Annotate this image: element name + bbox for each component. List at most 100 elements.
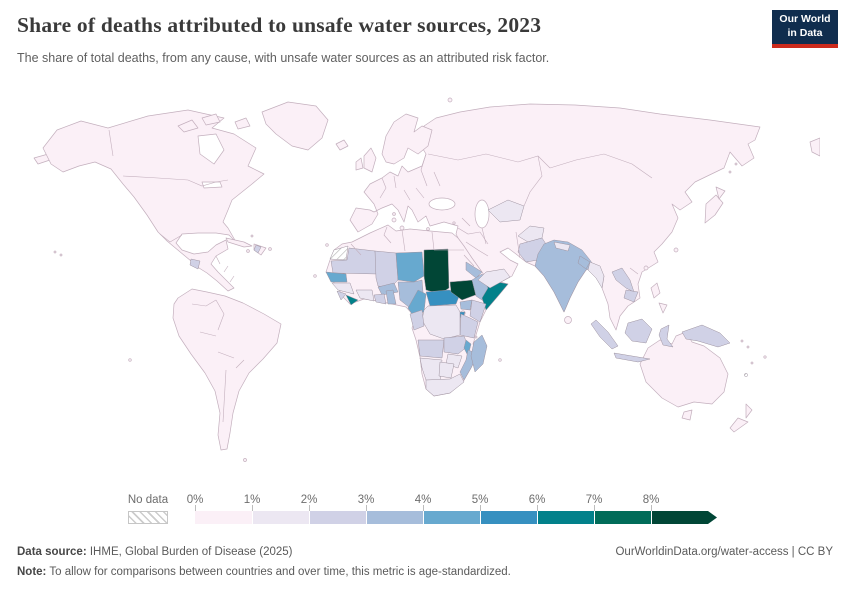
- country-haiti[interactable]: [254, 245, 261, 253]
- country-guatemala[interactable]: [190, 259, 200, 269]
- landmass-cyprus[interactable]: [452, 221, 456, 225]
- legend-bin-5–6%[interactable]: [480, 511, 537, 524]
- landmass-fiji[interactable]: [763, 355, 767, 359]
- landmass-hainan[interactable]: [643, 265, 649, 271]
- country-bangladesh[interactable]: [578, 256, 590, 269]
- country-new-caledonia[interactable]: [744, 373, 748, 377]
- owid-logo[interactable]: Our World in Data: [772, 10, 838, 48]
- landmass-hawaii-2[interactable]: [59, 253, 63, 257]
- landmass-south-america[interactable]: [173, 289, 281, 450]
- country-sierra-leone[interactable]: [337, 291, 346, 300]
- country-myanmar[interactable]: [588, 262, 604, 288]
- country-turkmenistan-uzbekistan[interactable]: [488, 200, 524, 222]
- country-border-line-1: [109, 130, 113, 156]
- legend-bin-0–1%[interactable]: [195, 511, 252, 524]
- landmass-corsica[interactable]: [392, 212, 396, 216]
- landmass-solomons-1[interactable]: [740, 339, 744, 343]
- country-chad[interactable]: [424, 249, 449, 294]
- country-guinea[interactable]: [332, 283, 354, 294]
- landmass-arctic-island-1[interactable]: [178, 120, 198, 132]
- landmass-north-america[interactable]: [43, 110, 264, 291]
- country-mali[interactable]: [375, 251, 398, 288]
- landmass-philippines-luzon[interactable]: [651, 283, 660, 298]
- country-liberia[interactable]: [346, 295, 358, 305]
- landmass-sri-lanka[interactable]: [564, 316, 572, 324]
- country-uganda[interactable]: [460, 300, 472, 310]
- landmass-philippines-mindanao[interactable]: [659, 303, 667, 313]
- country-south-sudan[interactable]: [450, 280, 478, 300]
- landmass-iceland[interactable]: [336, 140, 348, 150]
- country-nepal[interactable]: [554, 242, 570, 251]
- landmass-japan-hokkaido[interactable]: [716, 187, 725, 199]
- country-angola[interactable]: [418, 340, 444, 358]
- legend-bin-2–3%[interactable]: [309, 511, 366, 524]
- landmass-japan-honshu[interactable]: [705, 195, 723, 223]
- landmass-new-zealand-north[interactable]: [746, 404, 752, 418]
- country-botswana[interactable]: [439, 362, 454, 378]
- country-kenya[interactable]: [470, 300, 486, 322]
- footer-link[interactable]: OurWorldinData.org/water-access | CC BY: [615, 546, 833, 558]
- country-south-africa[interactable]: [426, 374, 464, 396]
- legend-no-data-swatch[interactable]: [128, 511, 168, 524]
- country-border-line-12: [380, 178, 386, 198]
- country-border-line-3: [216, 256, 220, 264]
- legend-bin-1–2%[interactable]: [252, 511, 309, 524]
- country-yemen[interactable]: [478, 269, 510, 288]
- landmass-kuril-2[interactable]: [734, 162, 738, 166]
- landmass-solomons-2[interactable]: [746, 345, 750, 349]
- landmass-greenland[interactable]: [262, 102, 328, 150]
- landmass-bahamas[interactable]: [250, 234, 254, 238]
- country-senegal[interactable]: [326, 272, 347, 282]
- landmass-canary-islands[interactable]: [325, 243, 329, 247]
- landmass-kuril-1[interactable]: [728, 170, 732, 174]
- country-border-line-22: [458, 228, 480, 234]
- country-cambodia[interactable]: [624, 290, 638, 302]
- country-benin-togo[interactable]: [386, 290, 396, 304]
- landmass-falklands[interactable]: [243, 458, 247, 462]
- landmass-taiwan[interactable]: [673, 247, 679, 253]
- landmass-sicily[interactable]: [399, 225, 405, 231]
- landmass-crete[interactable]: [426, 227, 430, 231]
- world-map[interactable]: [30, 92, 820, 484]
- landmass-eurasia[interactable]: [350, 104, 760, 330]
- legend-bin-6–7%[interactable]: [537, 511, 594, 524]
- country-niger[interactable]: [396, 252, 424, 282]
- landmass-vanuatu[interactable]: [750, 361, 754, 365]
- country-indonesia-sulawesi[interactable]: [659, 325, 673, 347]
- landmass-arctic-island-3[interactable]: [235, 118, 250, 129]
- country-ghana[interactable]: [374, 294, 386, 304]
- legend-bin-8%+[interactable]: [651, 511, 717, 524]
- country-central-african-republic[interactable]: [426, 290, 460, 306]
- legend-bin-7–8%[interactable]: [594, 511, 651, 524]
- landmass-tasmania[interactable]: [682, 410, 692, 420]
- country-cote-divoire[interactable]: [356, 290, 374, 301]
- country-indonesia-sumatra[interactable]: [591, 320, 618, 349]
- country-afghanistan[interactable]: [518, 226, 544, 242]
- country-madagascar[interactable]: [471, 335, 487, 372]
- landmass-scandinavia[interactable]: [382, 114, 432, 164]
- country-border-line-4: [224, 266, 228, 272]
- landmass-great-britain[interactable]: [364, 148, 376, 172]
- country-cameroon[interactable]: [408, 290, 426, 314]
- landmass-hawaii-1[interactable]: [53, 250, 57, 254]
- landmass-ireland[interactable]: [356, 158, 363, 170]
- landmass-new-zealand-south[interactable]: [730, 418, 748, 432]
- landmass-chukotka-sliver[interactable]: [810, 138, 820, 156]
- country-new-guinea[interactable]: [682, 325, 730, 347]
- landmass-comoros[interactable]: [474, 335, 478, 339]
- country-zambia[interactable]: [444, 336, 468, 354]
- landmass-galapagos[interactable]: [128, 358, 132, 362]
- landmass-cuba[interactable]: [226, 238, 252, 247]
- landmass-cape-verde[interactable]: [313, 274, 317, 278]
- country-indonesia-java[interactable]: [614, 353, 650, 362]
- landmass-puerto-rico[interactable]: [268, 247, 272, 251]
- landmass-svalbard[interactable]: [447, 97, 453, 103]
- country-congo-gabon[interactable]: [410, 310, 424, 330]
- landmass-arctic-island-2[interactable]: [202, 114, 220, 125]
- country-indonesia-borneo[interactable]: [625, 319, 652, 343]
- legend-bin-3–4%[interactable]: [366, 511, 423, 524]
- landmass-mauritius[interactable]: [498, 358, 502, 362]
- legend-bin-4–5%[interactable]: [423, 511, 480, 524]
- landmass-jamaica[interactable]: [246, 249, 250, 253]
- landmass-sardinia[interactable]: [391, 217, 397, 223]
